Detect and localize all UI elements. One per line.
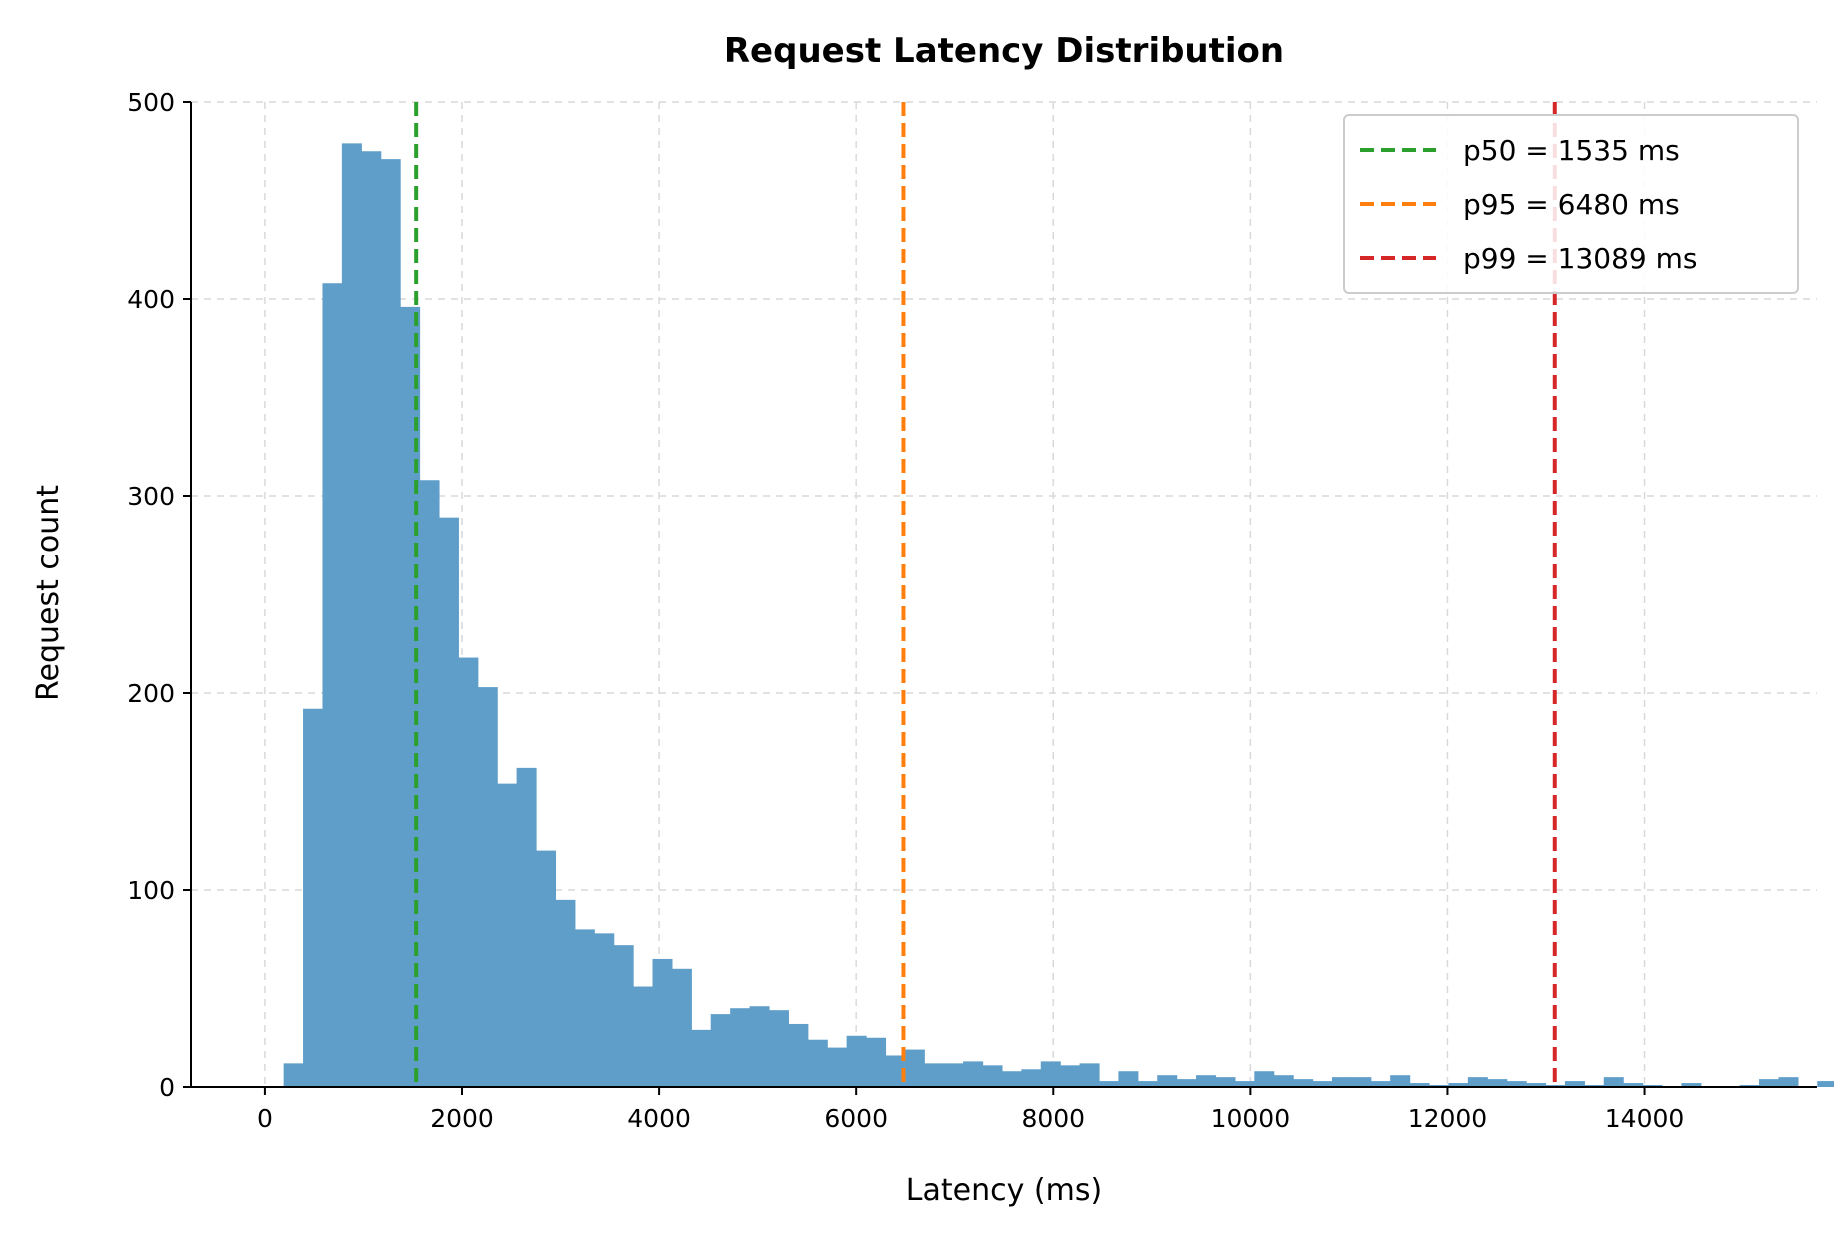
x-tick-label: 14000 <box>1605 1104 1685 1133</box>
histogram-bar <box>516 767 537 1087</box>
y-tick-label: 100 <box>127 876 175 905</box>
histogram-bar <box>1526 1083 1547 1087</box>
histogram-bar <box>1293 1079 1314 1087</box>
histogram-bar <box>1254 1071 1275 1087</box>
histogram-bar <box>497 783 518 1087</box>
legend-label-p99: p99 = 13089 ms <box>1463 242 1698 275</box>
histogram-bar <box>768 1010 789 1087</box>
x-tick-label: 6000 <box>824 1104 888 1133</box>
histogram-bar <box>341 143 362 1087</box>
percentile-lines <box>414 102 1557 1087</box>
histogram-bar <box>1448 1083 1469 1087</box>
histogram-bar <box>1603 1077 1624 1087</box>
histogram-bar <box>885 1055 906 1087</box>
histogram-bar <box>1778 1077 1799 1087</box>
histogram-bar <box>866 1037 887 1087</box>
histogram-bar <box>1157 1075 1178 1087</box>
histogram-bar <box>1060 1065 1081 1087</box>
x-tick-label: 10000 <box>1211 1104 1291 1133</box>
x-tick-label: 2000 <box>430 1104 494 1133</box>
histogram-bar <box>633 986 654 1087</box>
histogram-bar <box>963 1061 984 1087</box>
histogram-bar <box>788 1023 809 1087</box>
x-axis-label: Latency (ms) <box>906 1173 1102 1208</box>
y-tick-label: 0 <box>159 1073 175 1102</box>
histogram-bar <box>1118 1071 1139 1087</box>
histogram-bar <box>710 1014 731 1087</box>
histogram-bar <box>1079 1063 1100 1087</box>
histogram-bar <box>846 1035 867 1087</box>
histogram-bar <box>1273 1075 1294 1087</box>
histogram-bar <box>807 1039 828 1087</box>
y-tick-label: 400 <box>127 285 175 314</box>
histogram-bar <box>943 1063 964 1087</box>
y-axis-ticks: 0 100 200 300 400 500 <box>127 88 191 1102</box>
y-axis-label: Request count <box>31 485 66 701</box>
histogram-bar <box>1234 1081 1255 1087</box>
y-tick-label: 500 <box>127 88 175 117</box>
x-axis-ticks: 0 2000 4000 6000 8000 10000 12000 14000 <box>257 1087 1684 1133</box>
histogram-bar <box>1331 1077 1352 1087</box>
histogram-bar <box>924 1063 945 1087</box>
histogram-bar <box>1487 1079 1508 1087</box>
histogram-bar <box>1817 1081 1834 1087</box>
histogram-bar <box>283 1063 304 1087</box>
x-tick-label: 0 <box>257 1104 273 1133</box>
histogram-bar <box>574 929 595 1087</box>
histogram-bar <box>322 283 343 1087</box>
legend-label-p50: p50 = 1535 ms <box>1463 134 1680 167</box>
histogram-bar <box>1370 1081 1391 1087</box>
x-tick-label: 12000 <box>1408 1104 1488 1133</box>
histogram-bar <box>1176 1079 1197 1087</box>
histogram-bar <box>477 687 498 1087</box>
histogram-bar <box>1021 1069 1042 1087</box>
histogram-bar <box>652 958 673 1087</box>
histogram-bar <box>458 657 479 1087</box>
histogram-bar <box>730 1008 751 1087</box>
histogram-bar <box>438 517 459 1087</box>
histogram-bar <box>536 850 557 1087</box>
histogram-bar <box>380 159 401 1087</box>
chart-title: Request Latency Distribution <box>724 31 1284 71</box>
histogram-bar <box>555 899 576 1087</box>
histogram-bar <box>1390 1075 1411 1087</box>
histogram-bar <box>1759 1079 1780 1087</box>
histogram-bar <box>671 968 692 1087</box>
histogram-bar <box>1467 1077 1488 1087</box>
histogram-bar <box>1351 1077 1372 1087</box>
histogram-bar <box>749 1006 770 1087</box>
x-tick-label: 8000 <box>1021 1104 1085 1133</box>
histogram-bar <box>1137 1081 1158 1087</box>
histogram-bar <box>1098 1081 1120 1087</box>
histogram-bar <box>1196 1075 1217 1087</box>
histogram-bar <box>419 480 440 1087</box>
histogram-bar <box>1040 1061 1061 1087</box>
histogram-bar <box>303 708 324 1087</box>
histogram-bar <box>1681 1083 1702 1087</box>
legend-label-p95: p95 = 6480 ms <box>1463 188 1680 221</box>
histogram-bar <box>613 945 634 1087</box>
histogram-bar <box>827 1047 848 1087</box>
histogram-bar <box>1623 1083 1644 1087</box>
histogram-bar <box>1409 1083 1430 1087</box>
legend: p50 = 1535 ms p95 = 6480 ms p99 = 13089 ms <box>1343 114 1799 294</box>
histogram-bar <box>1312 1081 1333 1087</box>
histogram-bar <box>594 933 615 1087</box>
histogram-bar <box>691 1029 712 1087</box>
y-tick-label: 300 <box>127 482 175 511</box>
x-tick-label: 4000 <box>627 1104 691 1133</box>
histogram-bar <box>904 1049 925 1087</box>
legend-box <box>1343 114 1799 294</box>
histogram-bar <box>1001 1071 1022 1087</box>
histogram-bar <box>1564 1081 1585 1087</box>
histogram-bar <box>1506 1081 1527 1087</box>
histogram-bar <box>982 1065 1003 1087</box>
histogram-bar <box>361 151 382 1087</box>
histogram-bar <box>1215 1077 1236 1087</box>
y-tick-label: 200 <box>127 679 175 708</box>
